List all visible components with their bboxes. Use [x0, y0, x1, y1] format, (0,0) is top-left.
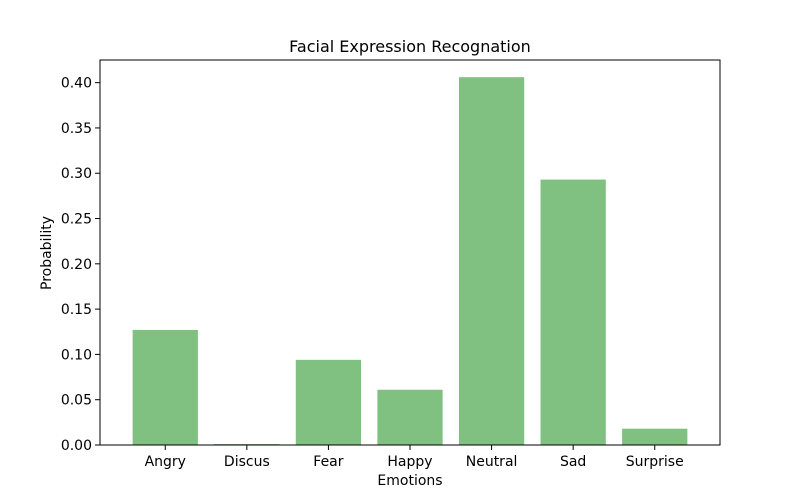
plot-area: 0.00 0.05 0.10 0.15 0.20 0.25 0.30 0.35 0.40 Ang…	[61, 59, 721, 470]
y-tick-label: 0.00	[61, 438, 92, 454]
x-tick-label-surprise: Surprise	[626, 454, 684, 470]
x-tick-label-neutral: Neutral	[466, 454, 518, 470]
bar-happy	[377, 389, 443, 445]
bar-sad	[540, 179, 606, 445]
bars-group	[132, 77, 688, 446]
y-tick-label: 0.15	[61, 302, 92, 318]
y-tick-label: 0.20	[61, 257, 92, 273]
x-axis-ticks: Angry Discus Fear Happy Neutral Sad Surprise	[145, 445, 684, 470]
bar-surprise	[622, 428, 688, 445]
x-tick-label-angry: Angry	[145, 454, 186, 470]
x-tick-label-discus: Discus	[224, 454, 270, 470]
bar-fear	[295, 359, 362, 445]
y-axis-label: Probability	[39, 216, 55, 290]
x-axis-label: Emotions	[377, 473, 442, 489]
y-tick-label: 0.10	[61, 347, 92, 363]
y-axis-ticks: 0.00 0.05 0.10 0.15 0.20 0.25 0.30 0.35 0.40	[61, 76, 100, 454]
x-tick-label-happy: Happy	[387, 454, 432, 470]
y-tick-label: 0.30	[61, 166, 92, 182]
y-tick-label: 0.05	[61, 393, 92, 409]
y-tick-label: 0.35	[61, 121, 92, 137]
bar-neutral	[458, 77, 525, 446]
x-tick-label-sad: Sad	[560, 454, 586, 470]
y-tick-label: 0.40	[61, 76, 92, 92]
x-tick-label-fear: Fear	[313, 454, 343, 470]
bar-angry	[132, 329, 198, 445]
chart-title: Facial Expression Recognation	[289, 37, 531, 56]
y-tick-label: 0.25	[61, 212, 92, 228]
